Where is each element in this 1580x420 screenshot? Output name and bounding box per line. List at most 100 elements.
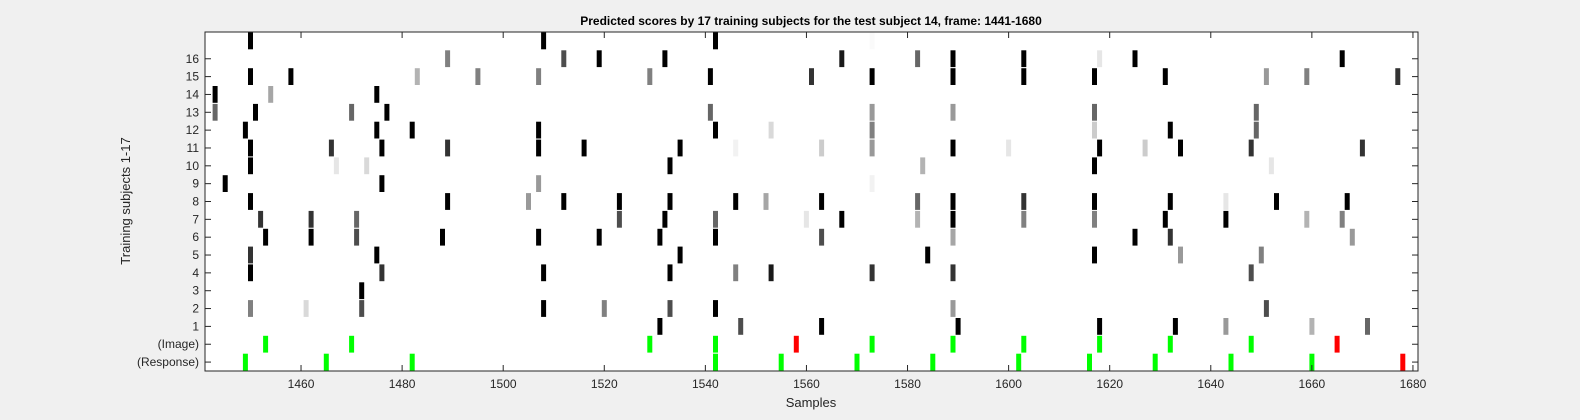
score-cell (1178, 139, 1183, 157)
score-cell (819, 139, 825, 157)
score-cell (1309, 318, 1315, 335)
score-cell (212, 103, 218, 121)
score-cell (601, 300, 607, 317)
score-cell (1349, 228, 1355, 246)
score-cell (1400, 353, 1406, 371)
score-cell (1263, 68, 1269, 85)
score-cell (819, 228, 825, 246)
score-cell (1304, 68, 1310, 85)
score-cell (323, 353, 329, 371)
score-cell (657, 318, 663, 335)
score-cell (374, 121, 380, 139)
score-cell (763, 193, 769, 210)
score-cell (869, 32, 875, 50)
score-cell (869, 68, 875, 85)
y-tick-label: 1 (192, 319, 199, 333)
score-cell (647, 335, 653, 353)
score-cell (536, 121, 542, 139)
score-cell (1258, 246, 1264, 264)
score-cell (222, 175, 228, 192)
score-cell (258, 210, 264, 228)
score-cell (950, 264, 956, 282)
score-cell (1334, 335, 1340, 353)
score-cell (713, 300, 718, 317)
score-cell (242, 121, 248, 139)
score-cell (667, 300, 673, 317)
score-cell (364, 157, 370, 175)
score-cell (414, 68, 420, 85)
score-cell (536, 228, 542, 246)
score-cell (713, 353, 718, 371)
score-cell (1142, 139, 1148, 157)
x-tick-label: 1620 (1096, 377, 1123, 391)
score-cell (1097, 50, 1103, 68)
x-tick-label: 1460 (288, 377, 315, 391)
score-cell (1021, 210, 1027, 228)
x-tick-label: 1660 (1299, 377, 1326, 391)
score-cell (1167, 121, 1173, 139)
score-cell (328, 139, 334, 157)
score-cell (713, 335, 718, 353)
score-cell (1172, 318, 1178, 335)
score-cell (869, 139, 875, 157)
score-cell (212, 86, 218, 103)
score-cell (440, 228, 445, 246)
score-cell (1092, 121, 1097, 139)
score-cell (707, 103, 713, 121)
y-tick-label: 4 (192, 266, 199, 280)
score-cell (409, 353, 415, 371)
score-cell (349, 103, 355, 121)
score-cell (1132, 228, 1138, 246)
score-cell (869, 103, 875, 121)
score-cell (253, 103, 258, 121)
score-cell (1162, 68, 1168, 85)
score-cell (869, 264, 875, 282)
score-cell (915, 50, 921, 68)
score-cell (1339, 50, 1345, 68)
score-cell (1021, 335, 1027, 353)
score-cell (359, 282, 365, 300)
x-tick-label: 1560 (793, 377, 820, 391)
score-cell (333, 157, 339, 175)
score-cell (263, 228, 269, 246)
score-cell (1365, 318, 1370, 335)
score-cell (379, 264, 385, 282)
score-cell (288, 68, 294, 85)
score-cell (667, 264, 673, 282)
score-cell (1304, 210, 1310, 228)
score-cell (248, 157, 253, 175)
score-cell (1021, 193, 1027, 210)
score-cell (793, 335, 799, 353)
score-cell (1097, 335, 1103, 353)
score-cell (581, 139, 587, 157)
x-tick-label: 1540 (692, 377, 719, 391)
score-cell (526, 193, 531, 210)
score-cell (541, 32, 547, 50)
score-cell (445, 50, 451, 68)
score-cell (248, 246, 253, 264)
score-cell (1092, 68, 1097, 85)
score-cell (248, 300, 253, 317)
x-tick-label: 1600 (995, 377, 1022, 391)
y-tick-label: 5 (192, 248, 199, 262)
score-cell (409, 121, 415, 139)
x-tick-label: 1520 (591, 377, 618, 391)
score-cell (536, 175, 542, 192)
score-cell (738, 318, 744, 335)
x-tick-label: 1500 (490, 377, 517, 391)
score-cell (809, 68, 814, 85)
score-cell (677, 246, 683, 264)
score-cell (915, 193, 921, 210)
y-tick-label: 15 (186, 70, 200, 84)
score-cell (1228, 353, 1234, 371)
score-cell (268, 86, 274, 103)
score-cell (950, 300, 956, 317)
score-cell (1268, 157, 1274, 175)
score-cell (1253, 103, 1259, 121)
score-cell (768, 121, 774, 139)
score-cell (955, 318, 961, 335)
score-cell (303, 300, 309, 317)
x-axis-label: Samples (786, 395, 837, 410)
